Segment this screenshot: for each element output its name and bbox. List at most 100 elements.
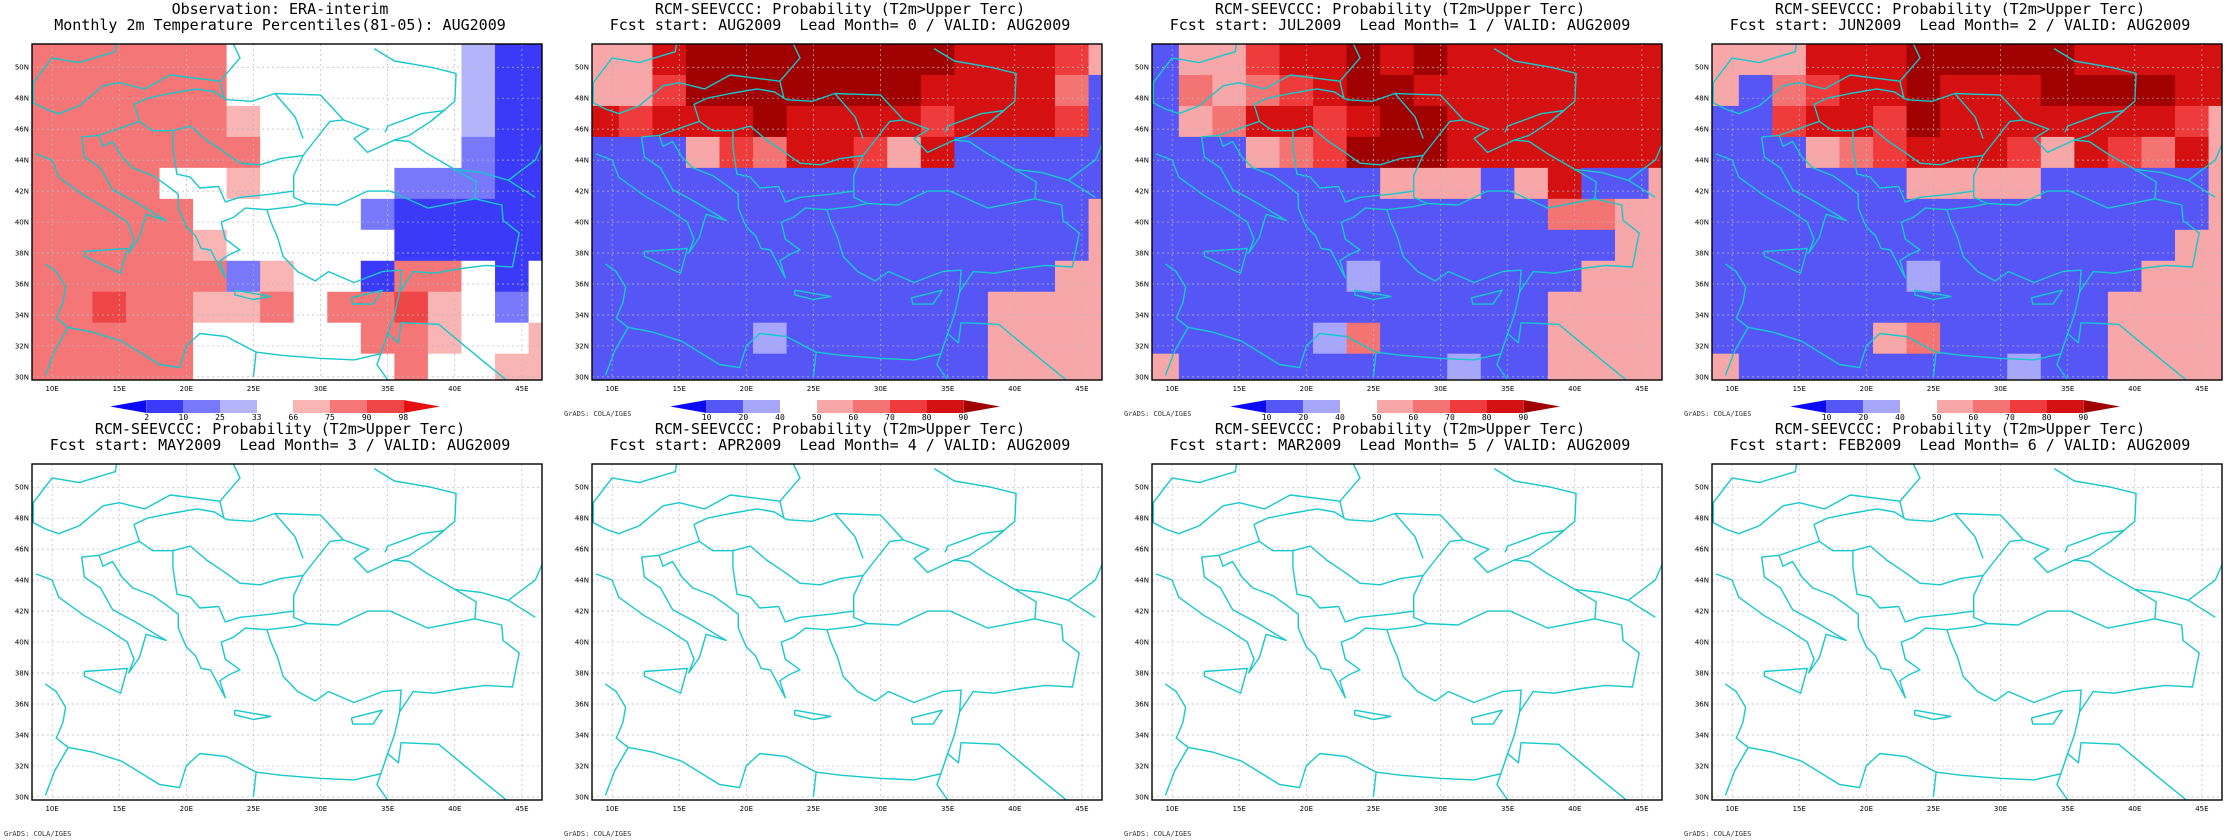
coastline xyxy=(1507,322,1628,380)
grid-cell xyxy=(2208,322,2222,355)
colorbar: 10 20 40 50 60 70 80 90 xyxy=(1790,400,2120,422)
coastline xyxy=(1152,44,1238,110)
coastline xyxy=(45,105,80,115)
coastline xyxy=(1954,92,2024,121)
lat-tick-label: 50N xyxy=(1135,64,1149,72)
grid-cell xyxy=(394,136,429,169)
grid-cell xyxy=(1581,229,1616,262)
lat-tick-label: 40N xyxy=(15,219,29,227)
grid-cell xyxy=(1346,322,1381,355)
coastline xyxy=(1954,512,2024,541)
coastline xyxy=(658,540,854,623)
coastline xyxy=(1470,709,1503,725)
grid-cell xyxy=(461,136,496,169)
grid-cell xyxy=(125,105,161,138)
grid-cell xyxy=(1615,198,1650,231)
grid-cell xyxy=(2007,136,2042,169)
lat-tick-label: 48N xyxy=(575,95,589,103)
lat-tick-label: 44N xyxy=(1695,157,1709,165)
lon-tick-label: 30E xyxy=(314,805,327,813)
grid-cell xyxy=(394,229,429,262)
grid-cell xyxy=(1940,229,1975,262)
colorbar-label: 10 xyxy=(1821,413,1832,422)
coastline xyxy=(83,667,128,694)
lat-tick-label: 44N xyxy=(1135,577,1149,585)
grid-cell xyxy=(1447,44,1482,76)
lon-tick-label: 25E xyxy=(1367,805,1380,813)
lat-tick-label: 36N xyxy=(15,281,29,289)
grid-cell xyxy=(786,105,821,138)
colorbar-swatch xyxy=(2009,400,2047,413)
grid-cell xyxy=(193,291,228,324)
grid-cell xyxy=(125,260,161,293)
grid-cell xyxy=(1547,260,1583,293)
coastline xyxy=(2134,588,2216,618)
grid-cell xyxy=(1648,353,1662,380)
coastline xyxy=(266,539,477,631)
coastline xyxy=(1218,120,1414,203)
colorbar-label: 66 xyxy=(288,413,299,422)
colorbar-label: 10 xyxy=(1261,413,1272,422)
lat-tick-label: 50N xyxy=(1695,64,1709,72)
lon-tick-label: 45E xyxy=(1075,385,1088,393)
coastline xyxy=(1946,539,2157,631)
grid-cell xyxy=(327,44,362,76)
coastline xyxy=(812,772,817,797)
lon-tick-label: 45E xyxy=(1635,805,1648,813)
grid-cell xyxy=(2074,74,2109,107)
coastline xyxy=(1155,556,1287,674)
coastline xyxy=(2079,618,2200,713)
grid-cell xyxy=(125,322,161,355)
grid-cell xyxy=(987,105,1023,138)
coastline xyxy=(1253,508,1424,559)
grid-cell xyxy=(786,167,821,200)
lon-tick-label: 30E xyxy=(1434,385,1447,393)
grid-cell xyxy=(1940,322,1975,355)
lat-tick-label: 38N xyxy=(575,670,589,678)
colorbar-label: 40 xyxy=(775,413,785,422)
grid-cell xyxy=(427,105,463,138)
grid-cell xyxy=(360,229,395,262)
map-frame xyxy=(1711,463,2223,801)
grid-cell xyxy=(1712,105,1740,138)
coastline xyxy=(350,709,383,725)
grid-cell xyxy=(1279,291,1314,324)
grid-cell xyxy=(159,291,194,324)
map-canvas: 50N 48N 46N 44N 42N 40N 38N 36N 34N 32N 30N 10E 15E 2… xyxy=(1135,43,1663,393)
grid-cell xyxy=(1212,229,1247,262)
grid-cell xyxy=(1212,291,1247,324)
map-panel: 50N 48N 46N 44N 42N 40N 38N 36N 34N 32N 30N 10E 15E 2… xyxy=(560,420,1120,840)
lat-tick-label: 32N xyxy=(1135,762,1149,770)
coastline xyxy=(133,88,304,139)
colorbar-label: 80 xyxy=(1481,413,1492,422)
grid-cell xyxy=(920,229,955,262)
coastline xyxy=(1507,742,1628,800)
coastline xyxy=(693,508,864,559)
colorbar-swatch xyxy=(1826,400,1864,413)
coastline xyxy=(387,742,508,800)
colorbar-label: 40 xyxy=(1335,413,1345,422)
coastline xyxy=(1761,554,1947,699)
coastline xyxy=(1394,512,1464,541)
grid-cell xyxy=(58,167,93,200)
coastline xyxy=(1165,525,1200,535)
lat-tick-label: 44N xyxy=(15,157,29,165)
lon-tick-label: 20E xyxy=(1860,805,1873,813)
grid-cell xyxy=(592,229,620,262)
grid-cell xyxy=(2107,105,2143,138)
coastline xyxy=(1574,588,1656,618)
map-panel: 50N 48N 46N 44N 42N 40N 38N 36N 34N 32N 30N 10E 15E 2… xyxy=(0,0,560,422)
grid-cell xyxy=(1447,74,1482,107)
grid-cell xyxy=(1447,167,1482,200)
grid-cell xyxy=(226,167,261,200)
colorbar-swatch xyxy=(256,400,294,413)
grid-cell xyxy=(1906,260,1941,293)
grid-cell xyxy=(327,260,362,293)
grid-cell xyxy=(853,167,888,200)
lat-tick-label: 36N xyxy=(1135,281,1149,289)
grid-cell xyxy=(1738,167,1773,200)
panel-subtitle: Fcst start: FEB2009 Lead Month= 6 / VALI… xyxy=(1729,436,2191,454)
coastline xyxy=(1470,289,1503,305)
grid-cell xyxy=(1055,74,1090,107)
coastline xyxy=(1339,464,1361,502)
